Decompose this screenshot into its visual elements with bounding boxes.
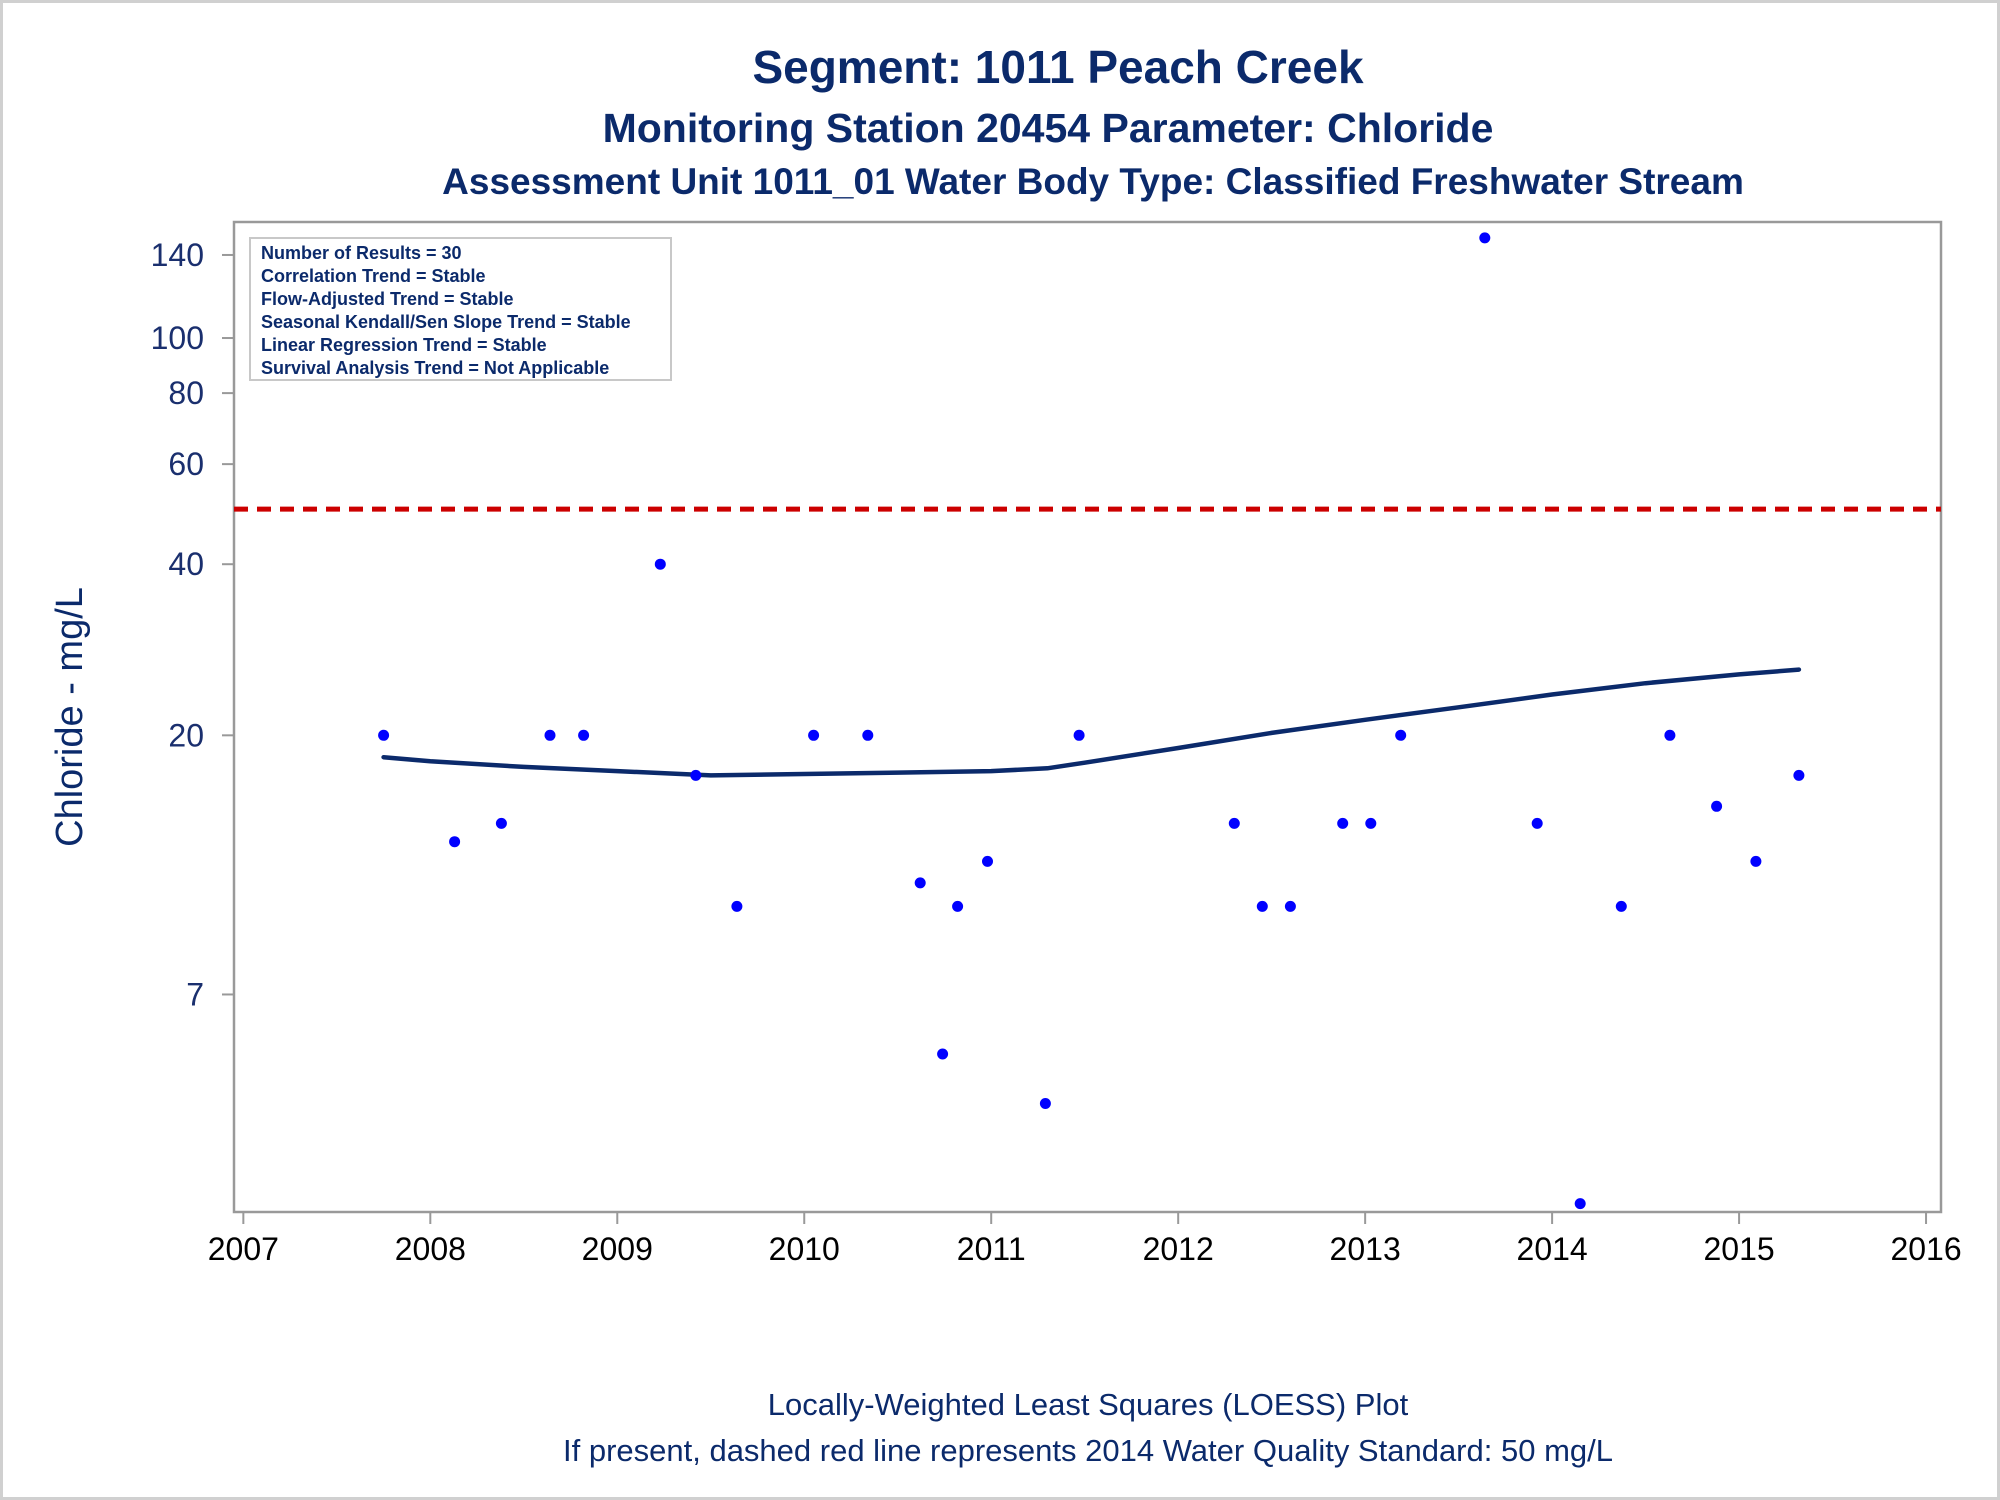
- data-point: [952, 900, 964, 912]
- x-tick-label: 2008: [395, 1231, 466, 1267]
- chart-title: Segment: 1011 Peach Creek: [752, 41, 1364, 93]
- data-point: [1256, 900, 1268, 912]
- stats-line: Linear Regression Trend = Stable: [261, 335, 547, 355]
- data-point: [495, 817, 507, 829]
- y-tick-label: 140: [151, 237, 204, 273]
- stats-box: Number of Results = 30 Correlation Trend…: [249, 237, 672, 381]
- chart-subtitle-2: Assessment Unit 1011_01 Water Body Type:…: [442, 161, 1744, 202]
- y-tick-label: 60: [168, 446, 204, 482]
- y-tick-label: 20: [168, 717, 204, 753]
- data-point: [1664, 729, 1676, 741]
- x-tick-label: 2011: [957, 1231, 1026, 1267]
- data-point: [1793, 769, 1805, 781]
- x-tick-label: 2007: [208, 1231, 279, 1267]
- loess-line: [381, 667, 1802, 778]
- data-point: [1711, 800, 1723, 812]
- y-tick-label: 80: [168, 375, 204, 411]
- x-tick-label: 2014: [1517, 1231, 1588, 1267]
- stats-line: Correlation Trend = Stable: [261, 266, 486, 286]
- data-point: [690, 769, 702, 781]
- data-point: [378, 729, 390, 741]
- data-point: [1039, 1098, 1051, 1109]
- loess-layer: [381, 667, 1802, 778]
- data-point: [1615, 900, 1627, 912]
- x-tick-label: 2015: [1703, 1231, 1774, 1267]
- x-tick-label: 2012: [1143, 1231, 1214, 1267]
- stats-line: Survival Analysis Trend = Not Applicable: [261, 358, 609, 378]
- x-tick-label: 2016: [1890, 1231, 1961, 1267]
- stats-line: Seasonal Kendall/Sen Slope Trend = Stabl…: [261, 312, 631, 332]
- data-point: [982, 855, 993, 867]
- data-point: [1284, 900, 1296, 912]
- points-layer: [378, 232, 1805, 1210]
- y-axis-title: Chloride - mg/L: [49, 587, 91, 847]
- data-point: [1337, 817, 1349, 829]
- plot-area: [232, 220, 1943, 1214]
- data-point: [578, 729, 590, 741]
- data-point: [731, 900, 743, 912]
- x-axis: 2007 2008 2009 2010 2011 2012 2013 2014 2015 2016: [208, 1212, 1962, 1267]
- data-point: [449, 836, 461, 848]
- data-point: [862, 729, 874, 741]
- data-point: [1073, 729, 1085, 741]
- stats-line: Flow-Adjusted Trend = Stable: [261, 289, 514, 309]
- y-tick-label: 7: [186, 976, 204, 1012]
- stats-line: Number of Results = 30: [261, 243, 462, 263]
- y-tick-label: 40: [168, 546, 204, 582]
- data-point: [1750, 855, 1762, 867]
- data-point: [544, 729, 556, 741]
- chart: Segment: 1011 Peach Creek Monitoring Sta…: [49, 41, 1962, 1468]
- chart-subtitle: Monitoring Station 20454 Parameter: Chlo…: [603, 105, 1494, 151]
- y-tick-label: 100: [151, 320, 204, 356]
- footnote-standard: If present, dashed red line represents 2…: [563, 1433, 1613, 1468]
- data-point: [1365, 817, 1377, 829]
- footnote-loess: Locally-Weighted Least Squares (LOESS) P…: [768, 1387, 1409, 1422]
- x-tick-label: 2013: [1330, 1231, 1401, 1267]
- data-point: [937, 1048, 949, 1060]
- x-tick-label: 2009: [582, 1231, 653, 1267]
- y-axis: 7 20 40 60 80 100 140: [151, 237, 234, 1012]
- data-point: [1395, 729, 1407, 741]
- data-point: [1479, 232, 1491, 244]
- data-point: [654, 558, 666, 570]
- stats-box-frame: [249, 237, 672, 381]
- data-point: [1531, 817, 1543, 829]
- data-point: [914, 877, 926, 889]
- data-point: [1574, 1198, 1586, 1210]
- data-point: [808, 729, 820, 741]
- x-tick-label: 2010: [769, 1231, 840, 1267]
- data-point: [1228, 817, 1240, 829]
